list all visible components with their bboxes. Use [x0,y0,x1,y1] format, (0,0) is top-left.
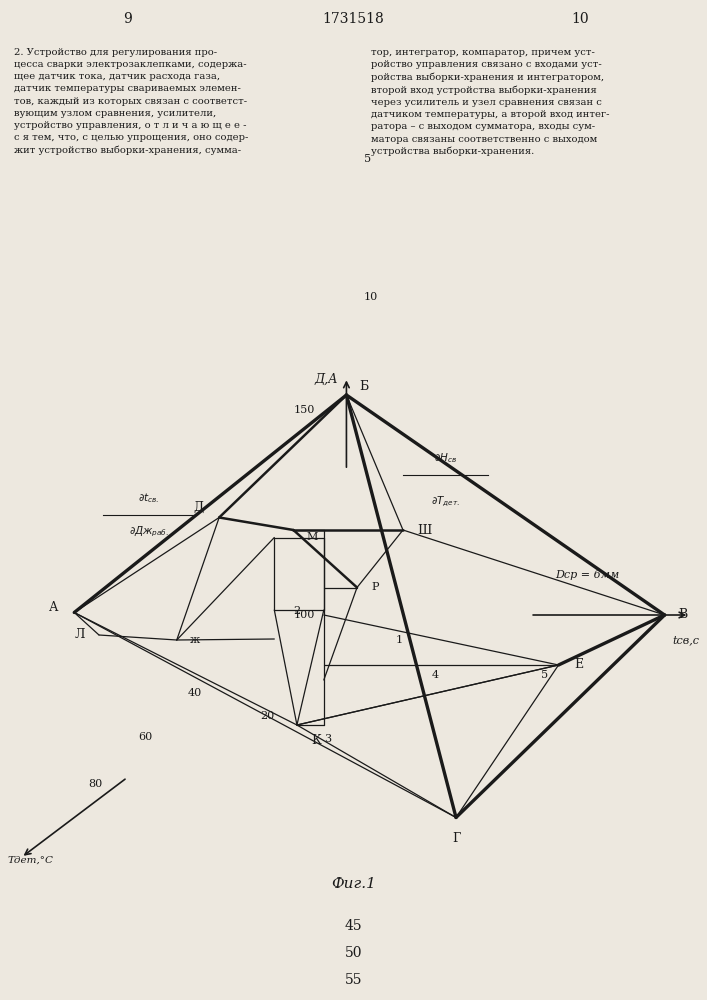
Text: 5: 5 [541,670,548,680]
Text: 45: 45 [345,919,362,933]
Text: 10: 10 [571,12,588,26]
Text: 4: 4 [431,670,438,680]
Text: 1731518: 1731518 [322,12,385,26]
Text: 1: 1 [396,635,403,645]
Text: $\partial H_{св}$: $\partial H_{св}$ [434,451,457,465]
Text: М: М [306,532,317,542]
Text: В: В [679,608,688,621]
Text: 150: 150 [294,405,315,415]
Text: 10: 10 [364,292,378,302]
Text: 2: 2 [293,606,300,616]
Text: Фиг.1: Фиг.1 [331,877,376,891]
Text: $\partial t_{св.}$: $\partial t_{св.}$ [138,491,159,505]
Text: 60: 60 [138,732,152,742]
Text: Тдет,°С: Тдет,°С [7,856,53,865]
Text: К: К [311,734,321,747]
Text: 5: 5 [364,154,371,164]
Text: 3: 3 [324,734,331,744]
Text: 9: 9 [123,12,132,26]
Text: $\partial T_{дет.}$: $\partial T_{дет.}$ [431,495,460,509]
Text: tсв,с: tсв,с [672,635,699,645]
Text: Г: Г [452,832,460,846]
Text: 2. Устройство для регулирования про-
цесса сварки электрозаклепками, содержа-
ще: 2. Устройство для регулирования про- цес… [14,48,249,155]
Text: Д: Д [194,500,204,514]
Text: ж: ж [189,635,199,645]
Text: 40: 40 [187,688,201,698]
Text: Е: Е [574,658,583,672]
Text: $\partial Дж_{раб.}$: $\partial Дж_{раб.}$ [129,525,168,539]
Text: Dср = 6мм: Dср = 6мм [555,570,619,580]
Text: Ш: Ш [417,524,431,536]
Text: 80: 80 [88,779,103,789]
Text: Р: Р [371,582,379,592]
Text: 50: 50 [345,946,362,960]
Text: 55: 55 [345,973,362,987]
Text: Б: Б [359,379,368,392]
Text: А: А [49,601,59,614]
Text: Д,А: Д,А [315,372,338,385]
Text: 100: 100 [294,610,315,620]
Text: 20: 20 [260,711,274,721]
Text: тор, интегратор, компаратор, причем уст-
ройство управления связано с входами ус: тор, интегратор, компаратор, причем уст-… [371,48,609,156]
Text: Л: Л [74,629,85,642]
